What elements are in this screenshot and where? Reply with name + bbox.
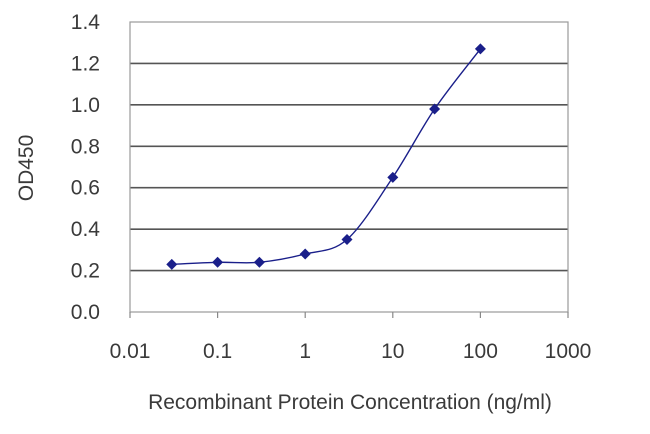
x-tick-label: 100	[463, 340, 498, 363]
y-axis-title: OD450	[15, 135, 38, 202]
data-point	[341, 234, 353, 245]
gridlines	[130, 62, 568, 272]
x-tick-label: 0.1	[203, 340, 232, 363]
plot-area-frame	[129, 21, 569, 313]
y-tick-label: 1.0	[71, 94, 100, 117]
series-line	[171, 48, 481, 266]
data-point	[387, 171, 399, 183]
x-tick-label: 1	[299, 340, 311, 363]
y-tick-label: 0.8	[71, 135, 100, 158]
data-series	[166, 43, 486, 270]
data-point	[299, 248, 311, 260]
y-tick-label: 1.2	[71, 52, 100, 75]
y-tick-label: 0.2	[71, 260, 100, 283]
x-tick-label: 1000	[545, 340, 592, 363]
y-tick-label: 0.4	[71, 218, 101, 241]
y-tick-label: 0.6	[71, 177, 100, 200]
data-point	[429, 103, 441, 115]
x-axis-title: Recombinant Protein Concentration (ng/ml…	[148, 391, 552, 414]
y-tick-label: 1.4	[71, 11, 101, 34]
data-point	[474, 43, 486, 55]
data-point	[253, 256, 265, 268]
x-tick-labels: 0.01 0.1 1 10 100 1000	[110, 340, 592, 363]
x-tick-label: 10	[381, 340, 404, 363]
x-tick-marks	[129, 312, 569, 318]
x-tick-label: 0.01	[110, 340, 151, 363]
data-point	[212, 256, 224, 268]
y-tick-label: 0.0	[71, 301, 100, 324]
y-tick-labels: 0.0 0.2 0.4 0.6 0.8 1.0 1.2 1.4	[71, 11, 101, 324]
data-point	[166, 258, 178, 270]
